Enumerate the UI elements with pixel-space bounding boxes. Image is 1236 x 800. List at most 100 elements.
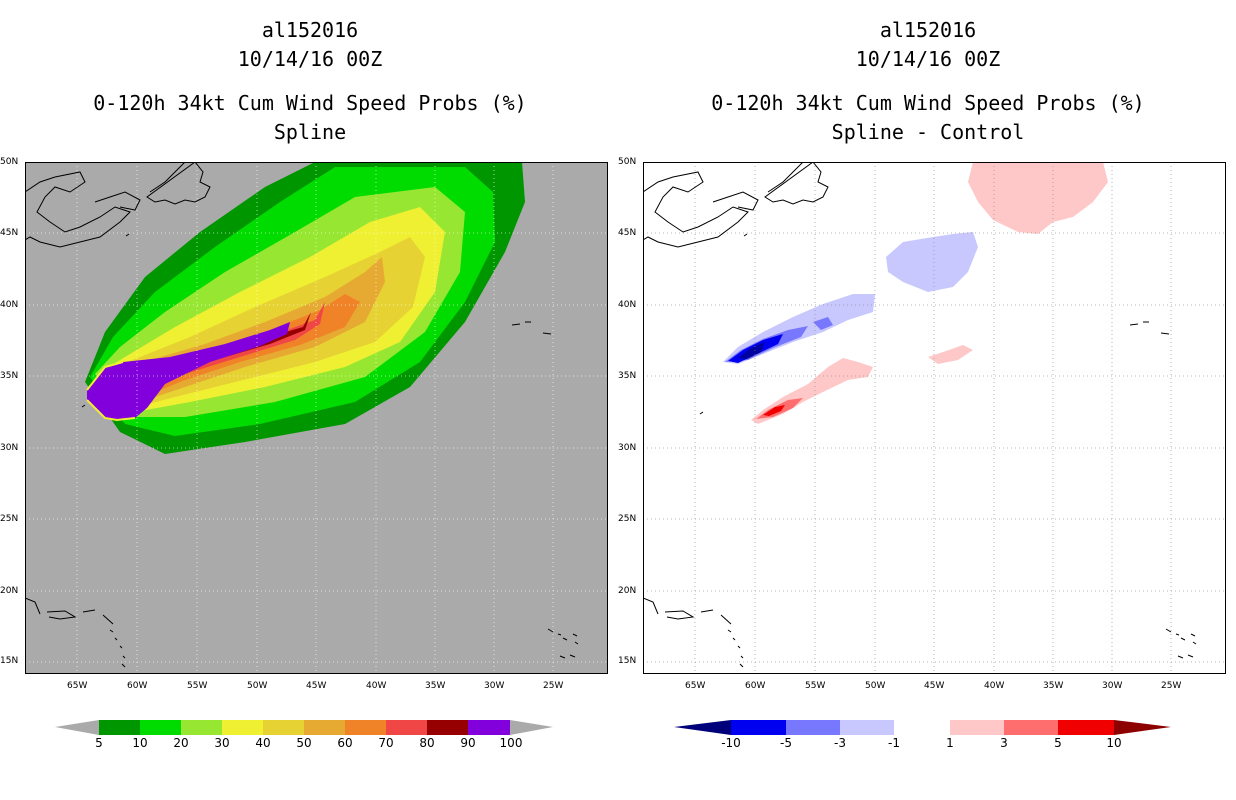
right-colorbar-swatch [894,720,950,735]
colorbar-label: 20 [173,736,189,750]
colorbar-label: -10 [721,736,741,750]
sable-island [743,233,748,237]
lon-label: 40W [984,681,1005,691]
lesser-antilles [109,629,126,668]
azores [511,321,552,335]
lat-label: 35N [618,371,637,381]
lon-label: 45W [306,681,327,691]
right-difference-map [643,162,1226,674]
lat-label: 25N [0,514,19,524]
lat-label: 15N [0,656,19,666]
right-colorbar-high-arrow [1114,720,1171,735]
lon-label: 60W [745,681,766,691]
lon-label: 25W [543,681,564,691]
cape-verde [547,628,579,659]
right-storm-id: al152016 [879,18,977,42]
colorbar-label: 3 [1000,736,1008,750]
lon-label: 60W [127,681,148,691]
lon-label: 30W [484,681,505,691]
colorbar-label: 10 [132,736,148,750]
lon-label: 65W [685,681,706,691]
lon-label: 55W [187,681,208,691]
lat-label: 45N [0,228,19,238]
core-outline [86,361,136,422]
lat-label: 45N [618,228,637,238]
lon-label: 50W [865,681,886,691]
lon-label: 55W [805,681,826,691]
left-storm-id: al152016 [261,18,359,42]
lat-label: 20N [0,586,19,596]
right-colorbar-swatch [786,720,840,735]
nova-scotia-coast [25,171,131,248]
right-colorbar-swatch [1004,720,1058,735]
lat-label: 35N [0,371,19,381]
left-colorbar-swatch [99,720,140,735]
lon-label: 25W [1161,681,1182,691]
left-colorbar-swatch [263,720,304,735]
colorbar-label: 40 [255,736,271,750]
right-colorbar-swatch [950,720,1004,735]
lat-label: 50N [618,157,637,167]
right-method-title: Spline - Control [831,120,1025,144]
lat-label: 50N [0,157,19,167]
right-colorbar-swatch [1058,720,1114,735]
newfoundland-coast [764,162,829,205]
colorbar-label: 80 [419,736,435,750]
diff-neg-10 [738,342,765,359]
gulf-coast-detail [712,191,759,211]
diff-pos-5 [763,405,785,416]
left-colorbar-high-arrow [510,720,553,735]
lon-label: 35W [425,681,446,691]
colorbar-label: 50 [296,736,312,750]
nova-scotia-coast [643,171,749,248]
colorbar-label: -3 [834,736,846,750]
bermuda [699,411,704,415]
hispaniola-coast [25,597,114,625]
left-colorbar-swatch [222,720,263,735]
left-method-title: Spline [273,120,347,144]
azores [1129,321,1170,335]
left-colorbar-swatch [386,720,427,735]
right-coastlines [643,162,1197,668]
right-colorbar-low-arrow [674,720,731,735]
left-colorbar-swatch [427,720,468,735]
colorbar-label: 60 [337,736,353,750]
colorbar-label: 70 [378,736,394,750]
left-coastlines [25,162,579,668]
diff-neg-3-spot [813,317,833,330]
lat-label: 30N [618,443,637,453]
diff-pos-1-mid [928,345,973,364]
left-map-frame [25,162,608,674]
colorbar-label: 5 [95,736,103,750]
lon-label: 35W [1043,681,1064,691]
bermuda [81,404,86,408]
colorbar-label: 90 [460,736,476,750]
lon-label: 45W [924,681,945,691]
lon-label: 50W [247,681,268,691]
right-product-title: 0-120h 34kt Cum Wind Speed Probs (%) [711,91,1145,115]
lon-label: 30W [1102,681,1123,691]
right-map-frame [643,162,1226,674]
lat-label: 20N [618,586,637,596]
colorbar-label: 30 [214,736,230,750]
right-colorbar-swatch [840,720,894,735]
lat-label: 40N [618,300,637,310]
left-colorbar-swatch [304,720,345,735]
left-probability-map [25,162,608,674]
lat-label: 15N [618,656,637,666]
prob-contour-90 [87,322,290,420]
diff-neg-1-north [886,232,978,292]
colorbar-label: 100 [499,736,523,750]
colorbar-label: -5 [780,736,792,750]
left-product-title: 0-120h 34kt Cum Wind Speed Probs (%) [93,91,527,115]
right-colorbar-swatch [731,720,786,735]
left-datetime: 10/14/16 00Z [237,47,383,71]
cape-verde [1165,628,1197,659]
left-gridlines [25,162,608,674]
left-colorbar-swatch [181,720,222,735]
left-colorbar-low-arrow [55,720,99,735]
lon-label: 65W [67,681,88,691]
lat-label: 25N [618,514,637,524]
lesser-antilles [727,629,744,668]
left-colorbar [55,720,553,735]
